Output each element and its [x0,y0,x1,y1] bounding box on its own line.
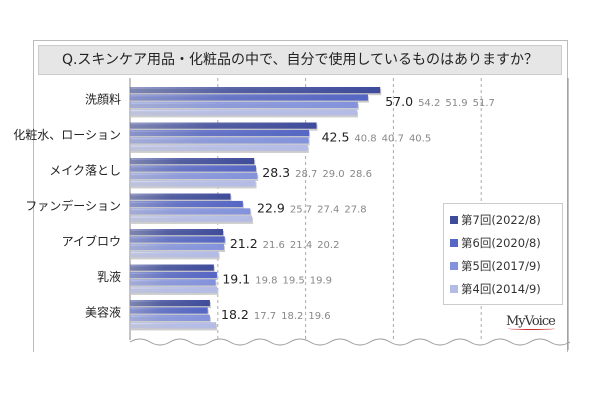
bar [130,180,256,187]
legend-item: 第7回(2022/8) [450,208,556,231]
bar [130,172,258,179]
myvoice-logo: MyVoice [506,314,556,330]
data-label: 19.8 [255,276,277,287]
legend-swatch [450,261,458,270]
bar [130,236,225,243]
data-label: 19.9 [310,276,332,287]
data-label: 27.4 [317,205,339,216]
category-label: メイク落とし [49,163,121,177]
data-label: 28.3 [262,165,290,180]
bar [130,208,251,215]
data-label: 22.9 [257,201,285,216]
legend-item: 第5回(2017/9) [450,254,556,277]
bar [130,322,217,329]
bar [130,314,210,321]
data-label: 20.2 [317,240,339,251]
legend-swatch [450,215,458,224]
bar [130,129,310,137]
bar [130,215,253,222]
data-label: 19.5 [282,276,304,287]
data-label: 28.7 [295,169,317,180]
bar [130,101,358,108]
data-label: 51.9 [445,98,467,109]
data-label: 40.8 [354,134,376,145]
data-label: 19.1 [222,272,250,287]
bar [130,193,231,200]
data-label: 29.0 [322,169,344,180]
data-label: 21.6 [263,240,285,251]
data-label: 42.5 [322,130,350,145]
legend-swatch [450,284,458,293]
category-label: 乳液 [97,269,121,284]
data-label: 40.5 [409,134,431,145]
bar [130,286,218,293]
bar [130,165,256,172]
legend-label: 第4回(2014/9) [461,281,541,296]
axis-break-wave [129,338,571,346]
data-label: 25.7 [290,205,312,216]
category-label: 洗顔料 [85,91,121,106]
data-label: 21.4 [290,240,312,251]
data-label: 18.2 [221,307,249,322]
legend-label: 第7回(2022/8) [461,212,541,227]
data-label: 18.2 [281,311,303,322]
bar [130,251,219,258]
category-label: ファンデーション [25,198,121,213]
data-label: 51.7 [473,98,495,109]
category-label: 化粧水、ローション [13,128,121,142]
legend: 第7回(2022/8) 第6回(2020/8) 第5回(2017/9) 第4回(201… [443,203,563,305]
data-label: 57.0 [385,94,413,109]
bar [130,307,208,314]
data-label: 40.7 [382,134,404,145]
bar [130,200,243,208]
category-label: アイブロウ [62,233,121,248]
bar [130,243,224,250]
bar [130,94,368,101]
data-label: 28.6 [350,169,372,180]
bar [130,122,317,129]
chart-title: Q.スキンケア用品・化粧品の中で、自分で使用しているものはありますか？ [38,45,562,75]
data-label: 21.2 [230,236,258,251]
bar [130,137,309,144]
legend-label: 第5回(2017/9) [461,258,541,273]
bar [130,109,357,116]
legend-item: 第4回(2014/9) [450,277,556,300]
bar [130,264,214,271]
data-label: 27.8 [344,205,366,216]
category-label: 美容液 [85,304,121,319]
legend-item: 第6回(2020/8) [450,231,556,254]
data-label: 17.7 [254,311,276,322]
legend-swatch [450,238,458,247]
bar [130,271,217,279]
bar [130,279,216,286]
bar [130,158,255,165]
data-label: 54.2 [418,98,440,109]
legend-label: 第6回(2020/8) [461,235,541,250]
bar [130,144,308,151]
bar [130,300,210,307]
data-label: 19.6 [308,311,330,322]
bar [130,229,224,236]
bar [130,87,381,94]
